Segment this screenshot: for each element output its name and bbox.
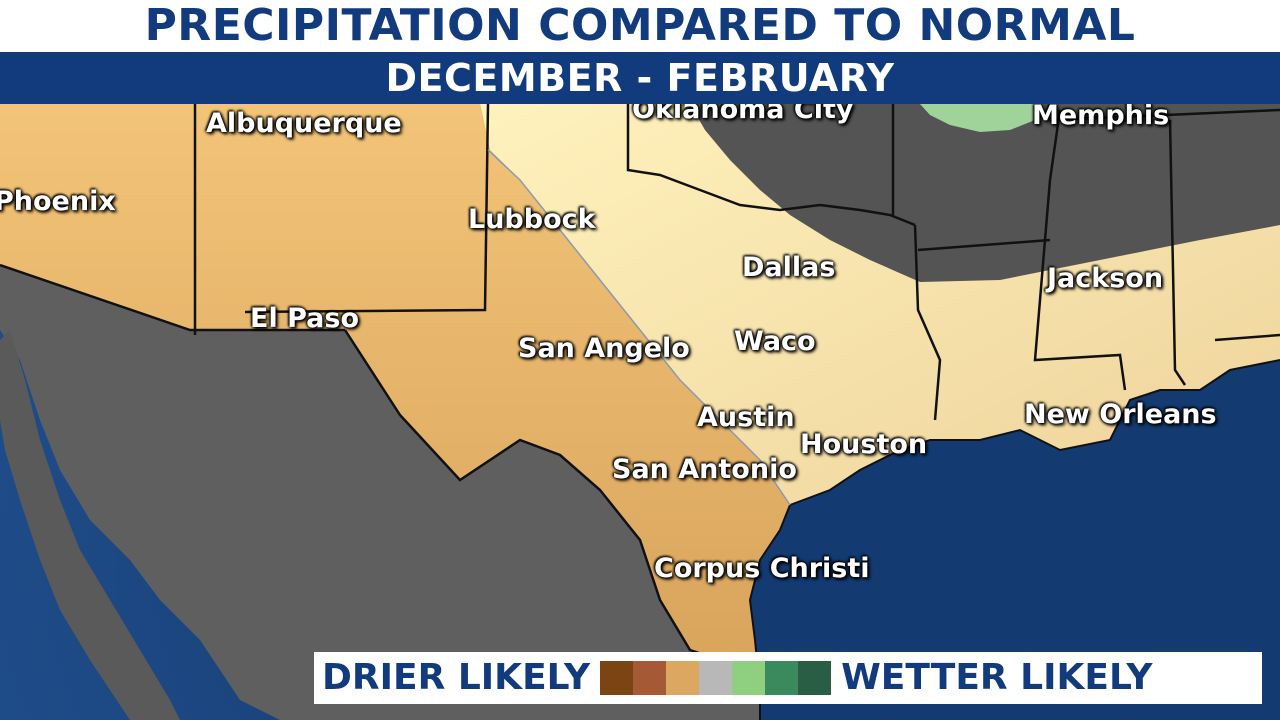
borders [0,103,1280,662]
city-label-san-angelo: San Angelo [518,333,690,364]
mexico-land [0,265,760,720]
city-label-san-antonio: San Antonio [612,454,797,485]
city-label-el-paso: El Paso [250,303,360,334]
city-label-new-orleans: New Orleans [1024,399,1217,430]
legend-right-label: WETTER LIKELY [841,657,1153,698]
legend-left-label: DRIER LIKELY [322,657,591,698]
city-label-houston: Houston [800,429,928,460]
legend-swatch-3 [666,661,700,695]
legend-swatch-6 [765,661,799,695]
legend-swatch-1 [600,661,634,695]
city-label-phoenix: Phoenix [0,186,116,217]
page-subtitle: DECEMBER - FEBRUARY [385,56,895,100]
legend-swatch-4 [699,661,733,695]
coastline [789,359,1280,506]
legend-swatch-2 [633,661,667,695]
city-label-albuquerque: Albuquerque [206,108,402,139]
city-label-jackson: Jackson [1047,263,1164,294]
page-title: PRECIPITATION COMPARED TO NORMAL [144,0,1136,51]
drier-region [0,104,790,665]
city-label-waco: Waco [734,326,816,357]
wetter-region [920,104,1040,132]
baja-peninsula [0,330,180,720]
city-label-austin: Austin [697,402,795,433]
legend: DRIER LIKELY WETTER LIKELY [314,652,1262,704]
city-label-memphis: Memphis [1032,100,1170,131]
subtitle-bar: DECEMBER - FEBRUARY [0,52,1280,104]
gulf-of-mexico [750,360,1280,720]
city-label-corpus-christi: Corpus Christi [654,553,870,584]
city-label-dallas: Dallas [742,252,836,283]
near-normal-region [690,104,1280,282]
legend-swatch-5 [732,661,766,695]
boundary-line [487,149,791,506]
legend-swatches [600,661,832,695]
title-bar: PRECIPITATION COMPARED TO NORMAL [0,0,1280,52]
city-label-lubbock: Lubbock [468,204,596,235]
legend-swatch-7 [798,661,832,695]
